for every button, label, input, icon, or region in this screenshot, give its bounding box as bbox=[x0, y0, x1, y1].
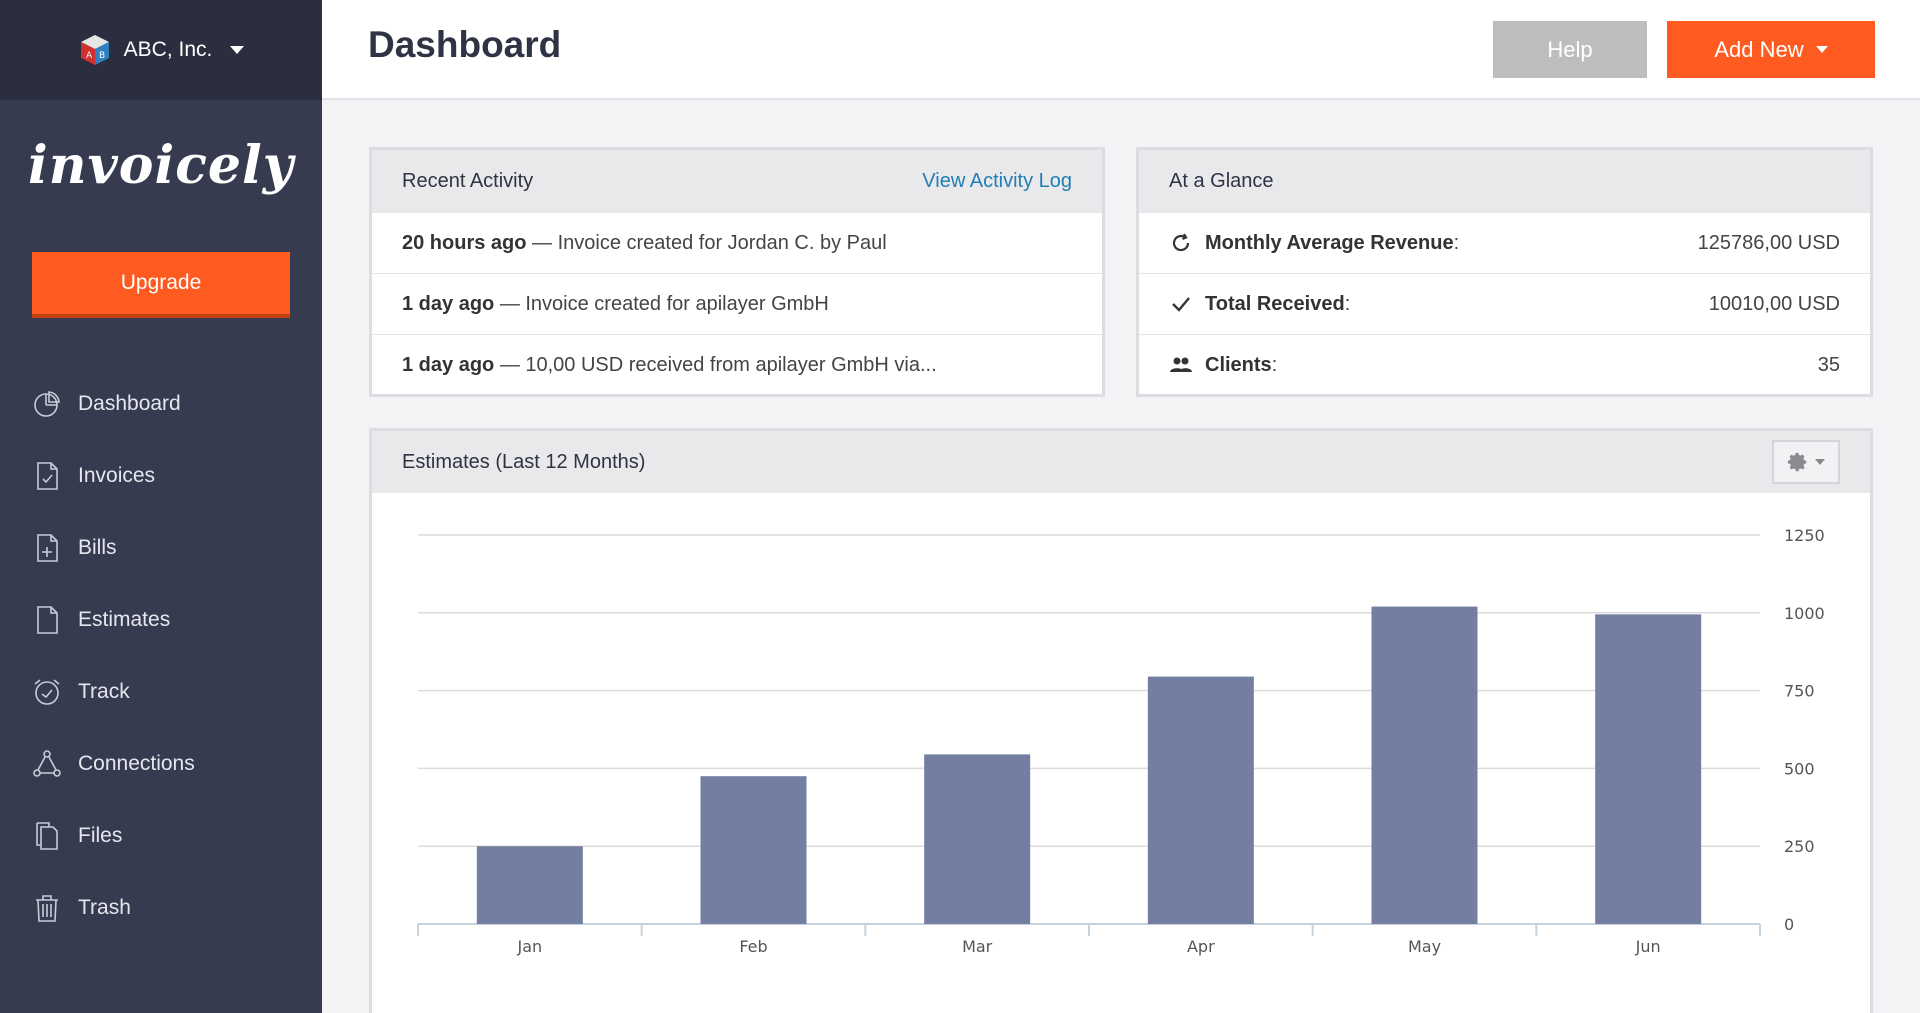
svg-text:A: A bbox=[86, 51, 93, 61]
add-new-label: Add New bbox=[1714, 36, 1804, 62]
gear-icon bbox=[1787, 452, 1807, 472]
glance-value: 10010,00 USD bbox=[1708, 292, 1840, 315]
estimates-bar-chart: 0 250 500 750 1000 1250 Jan Feb Mar Apr May Jun bbox=[417, 526, 1825, 956]
x-tick-label: Jan bbox=[516, 937, 542, 956]
glance-label: Monthly Average Revenue bbox=[1205, 231, 1454, 254]
x-tick-label: Feb bbox=[739, 937, 767, 956]
pie-chart-icon bbox=[34, 391, 60, 417]
chevron-down-icon bbox=[1815, 46, 1828, 53]
document-icon bbox=[37, 606, 58, 634]
y-tick-label: 750 bbox=[1784, 682, 1815, 701]
glance-row: Monthly Average Revenue: 125786,00 USD bbox=[1139, 212, 1870, 273]
sidebar-item-label: Estimates bbox=[78, 608, 171, 631]
y-tick-label: 250 bbox=[1784, 837, 1815, 856]
bar-mar bbox=[924, 754, 1031, 924]
sidebar-item-invoices[interactable]: Invoices bbox=[0, 440, 322, 512]
page-title: Dashboard bbox=[368, 24, 562, 65]
activity-time: 20 hours ago bbox=[402, 231, 527, 254]
y-tick-label: 0 bbox=[1784, 915, 1794, 934]
help-button[interactable]: Help bbox=[1493, 21, 1647, 78]
trash-icon bbox=[36, 895, 58, 922]
activity-time: 1 day ago bbox=[402, 353, 495, 376]
glance-suffix: : bbox=[1271, 353, 1278, 376]
card-header: Estimates (Last 12 Months) bbox=[372, 431, 1870, 493]
sidebar-item-label: Track bbox=[78, 680, 130, 703]
recent-activity-card: Recent Activity View Activity Log 20 hou… bbox=[369, 147, 1105, 397]
sidebar-item-label: Dashboard bbox=[78, 392, 181, 415]
x-tick-label: May bbox=[1408, 937, 1441, 956]
sidebar-item-bills[interactable]: Bills bbox=[0, 512, 322, 584]
card-title: Recent Activity bbox=[402, 169, 534, 192]
card-title: At a Glance bbox=[1169, 169, 1274, 192]
activity-row: 1 day ago — Invoice created for apilayer… bbox=[372, 273, 1102, 334]
sidebar-item-files[interactable]: Files bbox=[0, 800, 322, 872]
sidebar-item-label: Files bbox=[78, 824, 123, 847]
top-header: Dashboard Help Add New bbox=[322, 0, 1920, 100]
check-icon bbox=[1172, 297, 1190, 312]
activity-text: — 10,00 USD received from apilayer GmbH … bbox=[494, 353, 937, 376]
sidebar-item-label: Invoices bbox=[78, 464, 156, 487]
sidebar: A B ABC, Inc. invoicely Upgrade Dashboar… bbox=[0, 0, 322, 1013]
bar-jun bbox=[1595, 614, 1702, 924]
svg-text:B: B bbox=[99, 51, 105, 61]
sidebar-item-connections[interactable]: Connections bbox=[0, 728, 322, 800]
glance-label: Total Received bbox=[1205, 292, 1345, 315]
bill-icon bbox=[37, 534, 58, 562]
y-tick-label: 500 bbox=[1784, 759, 1815, 778]
chevron-down-icon bbox=[230, 46, 245, 54]
x-tick-label: Mar bbox=[962, 937, 993, 956]
sidebar-nav: Dashboard Invoices Bills Estimates Track… bbox=[0, 368, 322, 944]
glance-suffix: : bbox=[1344, 292, 1351, 315]
activity-row: 1 day ago — 10,00 USD received from apil… bbox=[372, 334, 1102, 395]
card-header: At a Glance bbox=[1139, 150, 1870, 212]
bar-may bbox=[1371, 606, 1478, 924]
invoice-icon bbox=[37, 462, 58, 490]
y-tick-label: 1000 bbox=[1784, 604, 1825, 623]
alarm-clock-icon bbox=[34, 679, 60, 705]
blocks-logo-icon: A B bbox=[80, 35, 109, 65]
bar-feb bbox=[700, 776, 807, 924]
activity-row: 20 hours ago — Invoice created for Jorda… bbox=[372, 212, 1102, 273]
card-title: Estimates (Last 12 Months) bbox=[402, 450, 646, 473]
glance-value: 125786,00 USD bbox=[1697, 231, 1840, 254]
refresh-icon bbox=[1172, 233, 1190, 252]
sidebar-item-dashboard[interactable]: Dashboard bbox=[0, 368, 322, 440]
activity-text: — Invoice created for Jordan C. by Paul bbox=[526, 231, 887, 254]
sidebar-item-estimates[interactable]: Estimates bbox=[0, 584, 322, 656]
glance-row: Total Received: 10010,00 USD bbox=[1139, 273, 1870, 334]
org-switcher[interactable]: A B ABC, Inc. bbox=[0, 0, 322, 100]
sidebar-item-label: Connections bbox=[78, 752, 195, 775]
sidebar-item-track[interactable]: Track bbox=[0, 656, 322, 728]
estimates-card: Estimates (Last 12 Months) 0 250 500 750 100… bbox=[369, 428, 1873, 1013]
users-icon bbox=[1170, 357, 1192, 372]
org-name: ABC, Inc. bbox=[123, 38, 213, 61]
glance-row: Clients: 35 bbox=[1139, 334, 1870, 395]
bar-apr bbox=[1147, 676, 1254, 924]
x-tick-label: Jun bbox=[1635, 937, 1661, 956]
glance-suffix: : bbox=[1453, 231, 1460, 254]
chevron-down-icon bbox=[1815, 459, 1825, 465]
card-header: Recent Activity View Activity Log bbox=[372, 150, 1102, 212]
view-activity-log-link[interactable]: View Activity Log bbox=[922, 169, 1072, 192]
activity-time: 1 day ago bbox=[402, 292, 495, 315]
network-icon bbox=[33, 750, 61, 777]
add-new-button[interactable]: Add New bbox=[1667, 21, 1875, 78]
x-tick-label: Apr bbox=[1187, 937, 1215, 956]
chart-settings-button[interactable] bbox=[1772, 440, 1840, 484]
upgrade-button[interactable]: Upgrade bbox=[32, 252, 290, 314]
sidebar-item-label: Trash bbox=[78, 896, 131, 919]
glance-label: Clients bbox=[1205, 353, 1272, 376]
brand-logo: invoicely bbox=[28, 135, 294, 196]
glance-value: 35 bbox=[1817, 353, 1840, 376]
sidebar-item-label: Bills bbox=[78, 536, 117, 559]
bar-jan bbox=[476, 846, 583, 924]
sidebar-item-trash[interactable]: Trash bbox=[0, 872, 322, 944]
at-a-glance-card: At a Glance Monthly Average Revenue: 125… bbox=[1136, 147, 1873, 397]
activity-text: — Invoice created for apilayer GmbH bbox=[494, 292, 829, 315]
y-tick-label: 1250 bbox=[1784, 526, 1825, 545]
files-icon bbox=[36, 822, 58, 850]
